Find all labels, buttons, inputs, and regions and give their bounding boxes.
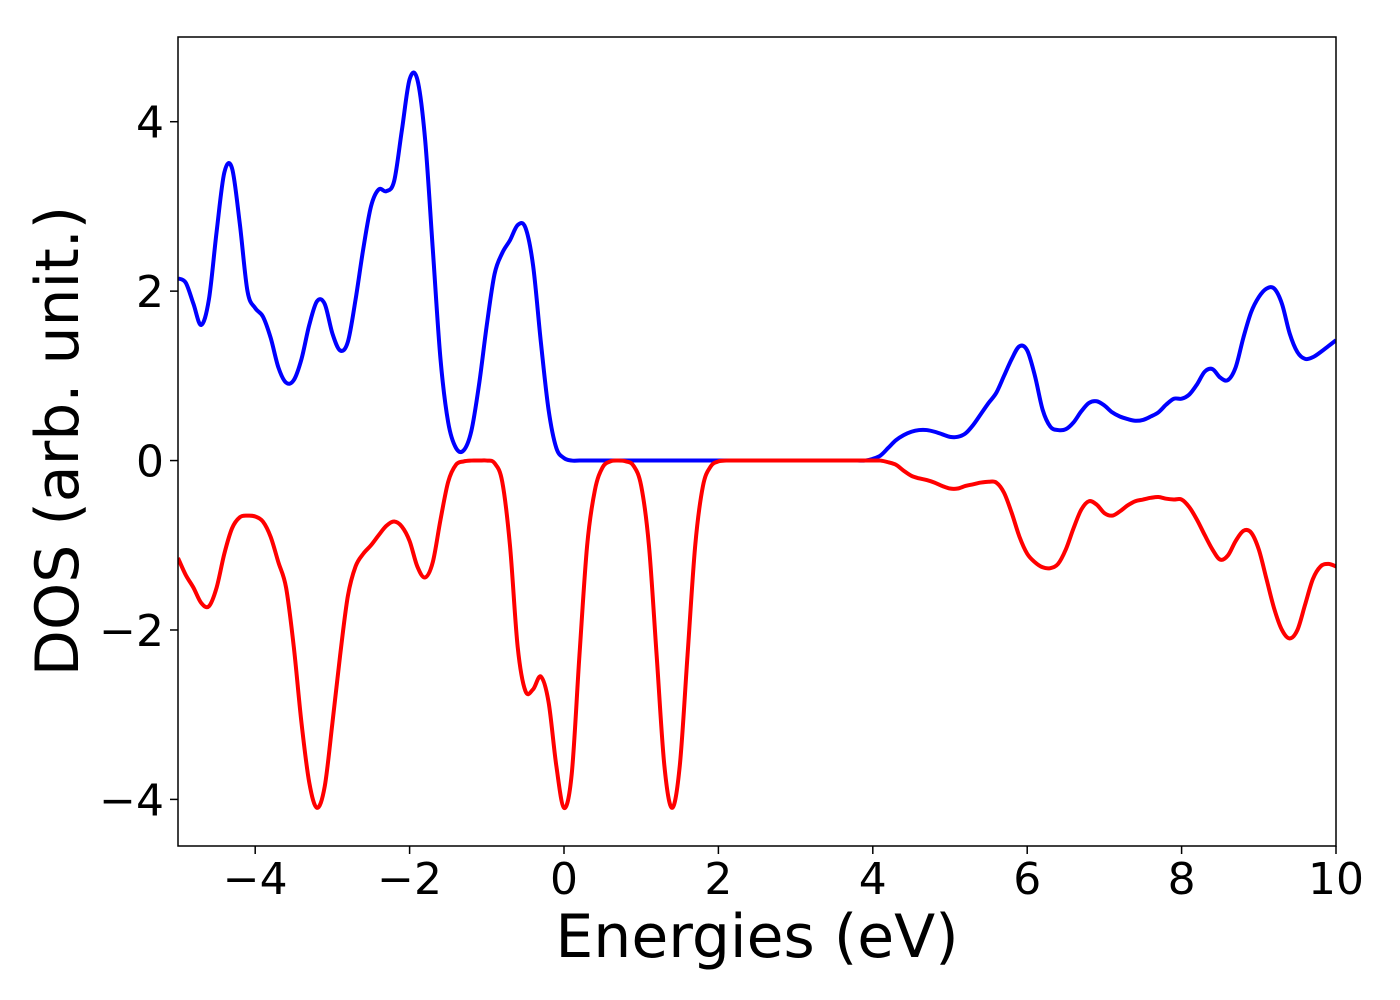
- x-tick-label: 10: [1308, 854, 1364, 905]
- y-tick-label: 2: [136, 267, 164, 318]
- x-axis-label: Energies (eV): [555, 902, 958, 972]
- plot-frame: [177, 36, 1337, 847]
- x-tick-label: 6: [1013, 854, 1041, 905]
- y-tick-label: 4: [136, 98, 164, 149]
- x-tick-label: 2: [704, 854, 732, 905]
- data-line: [178, 458, 1336, 810]
- x-tick-label: 0: [550, 854, 578, 905]
- x-tick-label: 4: [859, 854, 887, 905]
- data-line: [178, 70, 1336, 463]
- y-tick-label: −2: [99, 606, 164, 657]
- y-tick-label: −4: [99, 775, 164, 826]
- x-tick-label: −4: [223, 854, 288, 905]
- y-tick-label: 0: [136, 437, 164, 488]
- x-tick-label: −2: [377, 854, 442, 905]
- y-axis-label: DOS (arb. unit.): [23, 206, 93, 676]
- x-tick-label: 8: [1168, 854, 1196, 905]
